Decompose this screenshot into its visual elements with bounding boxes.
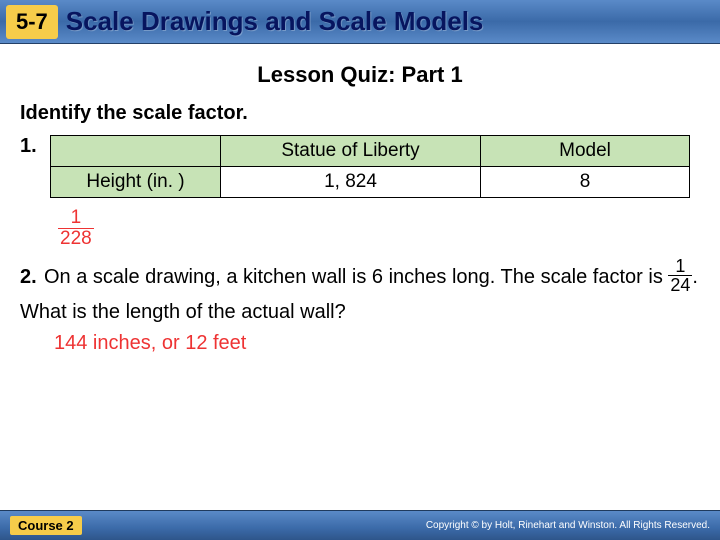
q1-number: 1.: [20, 135, 50, 158]
q1-answer-fraction: 1 228: [58, 208, 94, 249]
instruction-text: Identify the scale factor.: [20, 102, 700, 125]
table-cell: 1, 824: [221, 167, 481, 198]
table-header-cell: Statue of Liberty: [221, 136, 481, 167]
lesson-title: Scale Drawings and Scale Models: [66, 6, 484, 37]
table-cell: 8: [481, 167, 690, 198]
q2-fraction: 124: [668, 257, 692, 294]
q2-text-before: On a scale drawing, a kitchen wall is 6 …: [44, 266, 668, 288]
fraction-numerator: 1: [668, 257, 692, 276]
header-bar: 5-7 Scale Drawings and Scale Models: [0, 0, 720, 44]
quiz-title: Lesson Quiz: Part 1: [20, 62, 700, 88]
table-header-cell: [51, 136, 221, 167]
course-badge: Course 2: [10, 516, 82, 535]
table-header-row: Statue of Liberty Model: [51, 136, 690, 167]
question-1: 1. Statue of Liberty Model Height (in. )…: [20, 135, 700, 198]
q1-table: Statue of Liberty Model Height (in. ) 1,…: [50, 135, 690, 198]
copyright-text: Copyright © by Holt, Rinehart and Winsto…: [426, 520, 710, 531]
table-row-label: Height (in. ): [51, 167, 221, 198]
q2-answer: 144 inches, or 12 feet: [54, 332, 700, 355]
fraction-denominator: 24: [668, 276, 692, 294]
content-area: Lesson Quiz: Part 1 Identify the scale f…: [0, 44, 720, 355]
fraction-denominator: 228: [58, 229, 94, 249]
question-2: 2.On a scale drawing, a kitchen wall is …: [20, 259, 700, 328]
footer-bar: Course 2 Copyright © by Holt, Rinehart a…: [0, 510, 720, 540]
lesson-number-badge: 5-7: [6, 5, 58, 39]
slide: 5-7 Scale Drawings and Scale Models Less…: [0, 0, 720, 540]
q2-number: 2.: [20, 261, 44, 293]
table-header-cell: Model: [481, 136, 690, 167]
fraction-numerator: 1: [58, 208, 94, 229]
table-row: Height (in. ) 1, 824 8: [51, 167, 690, 198]
